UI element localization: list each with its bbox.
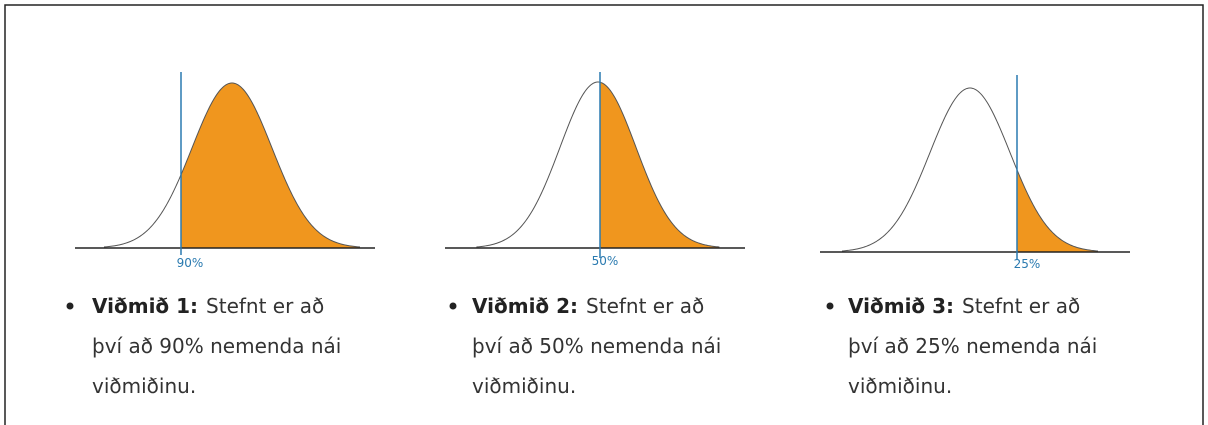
threshold-label: 50% [592, 254, 619, 268]
bullet-title: Viðmið 1: [92, 294, 198, 318]
bullet-text: því að 50% nemenda nái [472, 334, 721, 358]
threshold-label: 90% [177, 256, 204, 270]
threshold-label: 25% [1014, 257, 1041, 271]
bullet-title: Viðmið 2: [472, 294, 578, 318]
bullet-text: Stefnt er að [962, 294, 1080, 318]
page: 90% Viðmið 1: Stefnt er að því að 90% nemen… [0, 0, 1208, 425]
bullet-title: Viðmið 3: [848, 294, 954, 318]
bullet [67, 303, 74, 310]
bullet-text: viðmiðinu. [472, 374, 576, 398]
bullet-text: Stefnt er að [206, 294, 324, 318]
bullet [450, 303, 457, 310]
figure: 90% Viðmið 1: Stefnt er að því að 90% nemen… [0, 0, 1208, 425]
bullet-text: því að 90% nemenda nái [92, 334, 341, 358]
bullet [827, 303, 834, 310]
bullet-text: því að 25% nemenda nái [848, 334, 1097, 358]
bullet-text: viðmiðinu. [92, 374, 196, 398]
bullet-text: Stefnt er að [586, 294, 704, 318]
bullet-text: viðmiðinu. [848, 374, 952, 398]
